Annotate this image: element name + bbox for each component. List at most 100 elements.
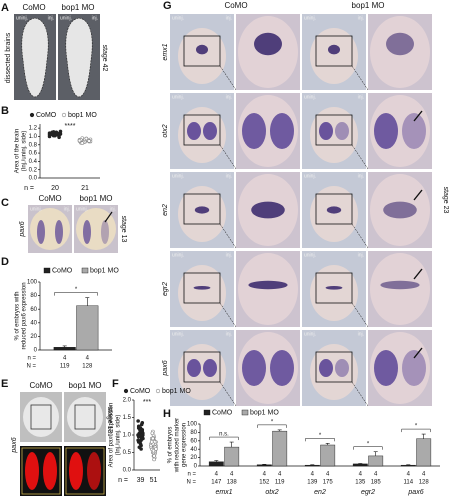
zoom-line: [219, 144, 237, 170]
panel-label: B: [1, 105, 9, 117]
bar: [352, 463, 368, 467]
zoom-line: [219, 302, 237, 328]
n-count: 4: [374, 472, 378, 478]
category-label: emx1: [215, 489, 232, 496]
panel-label: F: [112, 378, 119, 390]
embryo: [310, 265, 358, 321]
stain: [328, 44, 340, 55]
side-label: uninj.: [304, 15, 316, 21]
zoom-line: [351, 381, 369, 407]
y-tick-label: 40: [190, 447, 197, 453]
side-label: uninj.: [172, 15, 184, 21]
y-tick-label: 1.0: [123, 433, 132, 439]
data-point: [140, 420, 145, 425]
data-point: [77, 138, 82, 143]
stain: [203, 359, 217, 377]
data-point: [139, 436, 144, 441]
side-label: uninj.: [304, 252, 316, 258]
stain: [402, 350, 426, 386]
data-point: [152, 457, 156, 462]
gene-label: pax6: [162, 360, 169, 376]
side-label: inj.: [226, 252, 232, 258]
arrow: [413, 268, 423, 280]
stain: [374, 350, 398, 386]
legend-label: bop1 MO: [90, 267, 119, 274]
embryo: [23, 397, 59, 437]
y-tick-label: 0.5: [123, 450, 132, 456]
significance: *: [271, 419, 274, 425]
panel-label: C: [1, 197, 9, 209]
stage-label: stage 42: [101, 45, 108, 72]
tissue: [238, 332, 298, 404]
legend-label: bop1 MO: [68, 112, 97, 119]
y-tick-label: 0.8: [29, 142, 38, 148]
data-point: [47, 133, 52, 137]
column-header: bop1 MO: [62, 3, 95, 12]
n-count: 4: [407, 472, 411, 478]
roi-box: [183, 193, 221, 225]
side-label: uninj.: [172, 331, 184, 337]
legend-marker: [123, 388, 129, 394]
bar: [400, 464, 416, 467]
stain: [203, 122, 217, 140]
zoom-line: [219, 65, 237, 91]
y-axis-label: % of embryos: [168, 427, 174, 464]
data-point: [80, 141, 85, 145]
N-count: 185: [371, 480, 382, 486]
N-count: 128: [419, 480, 430, 486]
n-label: n =: [187, 472, 196, 478]
data-point: [140, 429, 145, 434]
zoom-line: [351, 302, 369, 328]
data-point: [138, 426, 143, 430]
embryo: [178, 107, 226, 163]
gene-label: otx2: [162, 124, 169, 137]
stain: [374, 113, 398, 149]
gene-label: en2: [162, 204, 169, 216]
N-count: 128: [82, 364, 93, 370]
roi-box: [183, 114, 221, 146]
side-label: inj.: [92, 15, 98, 21]
data-point: [139, 447, 143, 451]
data-point: [53, 133, 57, 138]
data-point: [151, 436, 155, 441]
n-label: n =: [24, 185, 34, 192]
n-count: 4: [326, 472, 330, 478]
category-label: otx2: [265, 489, 278, 496]
bar: [304, 464, 320, 467]
y-axis-label: (Inj./uninj. side): [116, 415, 122, 456]
significance-bracket: [257, 424, 287, 428]
n-count: 39: [137, 477, 145, 484]
gene-label: egr2: [162, 282, 169, 296]
zoom-line: [219, 381, 237, 407]
roi-box: [315, 114, 353, 146]
arrow: [104, 211, 113, 223]
data-point: [152, 454, 156, 458]
y-tick-label: 40: [30, 320, 37, 326]
N-count: 138: [227, 480, 238, 486]
bar: [416, 438, 432, 467]
y-tick-label: 100: [187, 422, 198, 428]
stain: [55, 220, 63, 244]
n-label: n =: [118, 477, 128, 484]
data-point: [137, 440, 142, 444]
embryo: [178, 265, 226, 321]
legend-label: CoMO: [212, 409, 233, 416]
side-label: inj.: [358, 173, 364, 179]
gene-label: pax6: [19, 221, 26, 237]
data-point: [150, 431, 155, 436]
row-label: dissected brains: [5, 32, 12, 83]
zoom-line: [351, 223, 369, 249]
legend-swatch: [81, 267, 89, 274]
y-tick-label: 1.5: [123, 415, 132, 421]
stain: [270, 350, 294, 386]
column-header: bop1 MO: [69, 381, 102, 390]
embryo: [310, 344, 358, 400]
stain: [242, 350, 266, 386]
stain: [319, 122, 333, 140]
legend-marker: [29, 112, 35, 118]
significance: *: [319, 433, 322, 439]
side-label: inj.: [226, 94, 232, 100]
n-count: 4: [311, 472, 315, 478]
y-tick-label: 0: [194, 464, 198, 470]
category-label: en2: [314, 489, 326, 496]
